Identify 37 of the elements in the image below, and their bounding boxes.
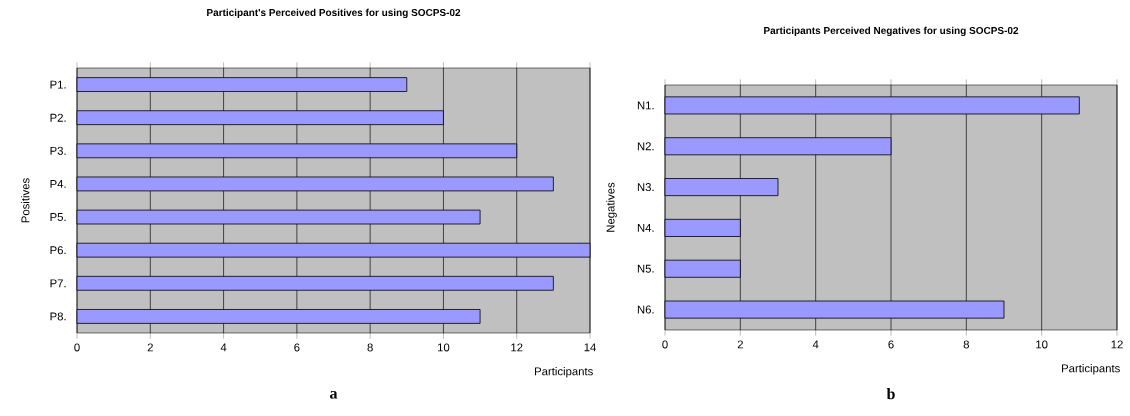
x-tick-label: 14 [584, 343, 596, 352]
y-tick-label: P6. [50, 246, 66, 255]
x-axis-title: Participants [1062, 364, 1120, 375]
y-tick-label: N6. [637, 305, 654, 314]
chart-title: Participants Perceived Negatives for using SOCPS-02 [764, 26, 1019, 37]
x-tick-label: 10 [1036, 340, 1048, 349]
x-tick-label: 6 [294, 343, 300, 352]
x-tick-label: 12 [1111, 340, 1123, 349]
y-tick-label: N1. [637, 101, 654, 110]
x-tick-label: 2 [737, 340, 743, 349]
x-tick-label: 8 [963, 340, 969, 349]
x-tick-label: 8 [367, 343, 373, 352]
y-tick-label: N4. [637, 224, 654, 232]
x-tick-label: 10 [437, 343, 450, 352]
x-tick-label: 0 [662, 340, 668, 349]
x-tick-label: 4 [812, 340, 819, 349]
x-tick-label: 6 [888, 340, 894, 349]
y-tick-label: P1. [50, 80, 66, 89]
x-tick-label: 0 [74, 343, 80, 352]
text: b [886, 388, 895, 400]
y-tick-label: P8. [50, 312, 66, 321]
y-tick-label: P4. [50, 180, 66, 188]
y-tick-label: P5. [50, 213, 66, 222]
y-axis-title: Positives [21, 178, 30, 223]
x-axis-title: Participants [535, 367, 593, 378]
y-tick-label: P7. [50, 279, 66, 288]
chart-title: Participant's Perceived Positives for using SOCPS-02 [207, 8, 461, 19]
x-tick-label: 4 [220, 343, 227, 352]
y-tick-label: N2. [637, 142, 654, 151]
x-tick-label: 12 [511, 343, 523, 352]
text: a [330, 391, 338, 399]
y-tick-label: N3. [637, 183, 654, 192]
x-tick-label: 2 [147, 343, 153, 352]
y-axis-title: Negatives [606, 182, 617, 232]
y-tick-label: N5. [637, 264, 654, 273]
y-tick-label: P2. [50, 113, 66, 122]
y-tick-label: P3. [50, 146, 66, 155]
